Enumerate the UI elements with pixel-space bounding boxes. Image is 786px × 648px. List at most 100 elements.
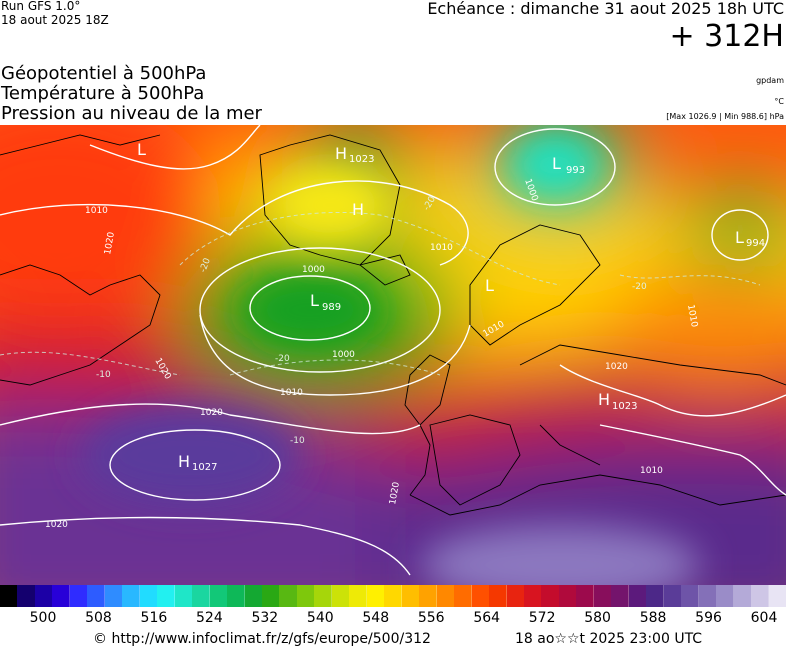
run-time: 18 aout 2025 18Z [1, 13, 109, 27]
color-scale [0, 585, 786, 607]
svg-text:H: H [598, 390, 610, 409]
scale-swatch [628, 585, 647, 607]
svg-text:-20: -20 [275, 354, 290, 364]
scale-tick-label: 532 [251, 610, 279, 626]
svg-text:993: 993 [566, 165, 585, 176]
scale-swatch [471, 585, 490, 607]
low-center-northwest: L [137, 140, 146, 159]
scale-swatch [69, 585, 88, 607]
scale-swatch [314, 585, 333, 607]
scale-swatch [192, 585, 211, 607]
svg-text:1020: 1020 [45, 520, 68, 530]
scale-swatch [768, 585, 786, 607]
scale-swatch [454, 585, 473, 607]
scale-swatch [122, 585, 141, 607]
scale-swatch [681, 585, 700, 607]
svg-text:1010: 1010 [280, 388, 303, 398]
temperature-unit: °C [774, 97, 784, 106]
geopotential-field [0, 125, 786, 585]
svg-text:H: H [335, 144, 347, 163]
svg-text:L: L [310, 291, 319, 310]
svg-text:-20: -20 [632, 282, 647, 292]
scale-swatch [401, 585, 420, 607]
scale-tick-label: 540 [306, 610, 334, 626]
svg-text:1010: 1010 [85, 206, 108, 216]
scale-swatch [262, 585, 281, 607]
scale-tick-label: 564 [473, 610, 501, 626]
low-center-scandinavia: L [485, 276, 494, 295]
svg-text:1020: 1020 [388, 481, 402, 506]
scale-swatch [558, 585, 577, 607]
svg-text:1010: 1010 [685, 304, 699, 329]
scale-swatch [17, 585, 36, 607]
scale-swatch [716, 585, 735, 607]
scale-tick-label: 604 [750, 610, 778, 626]
scale-swatch [52, 585, 71, 607]
scale-swatch [384, 585, 403, 607]
scale-swatch [489, 585, 508, 607]
svg-text:1020: 1020 [103, 231, 117, 256]
scale-swatch [541, 585, 560, 607]
lead-time: + 312H [669, 19, 785, 54]
high-center-europe: H 1023 [598, 390, 637, 412]
scale-swatch [34, 585, 53, 607]
run-label: Run GFS 1.0° [1, 0, 81, 13]
generated-time: 18 ao☆☆t 2025 23:00 UTC [515, 631, 703, 647]
svg-text:1000: 1000 [302, 265, 325, 275]
valid-time: Echéance : dimanche 31 aout 2025 18h UTC [427, 0, 784, 18]
scale-swatch [209, 585, 228, 607]
high-center-greenland-inner: H [352, 200, 364, 219]
scale-swatch [436, 585, 455, 607]
scale-swatch [0, 585, 19, 607]
scale-tick-label: 588 [639, 610, 667, 626]
scale-swatch [331, 585, 350, 607]
svg-text:L: L [552, 154, 561, 173]
isobars [0, 125, 786, 576]
svg-text:H: H [178, 452, 190, 471]
svg-text:1000: 1000 [332, 350, 355, 360]
pressure-centers: H 1023 L 993 L 994 L 989 H 1023 H 1027 L… [137, 140, 765, 473]
svg-text:-20: -20 [198, 257, 213, 274]
low-center-atlantic: L 989 [310, 291, 341, 313]
scale-swatch [139, 585, 158, 607]
geopotential-unit: gpdam [756, 76, 784, 85]
scale-swatch [698, 585, 717, 607]
isotherms [0, 212, 761, 376]
svg-text:1020: 1020 [200, 408, 223, 418]
layer-temperature: Température à 500hPa [1, 83, 205, 104]
svg-text:1020: 1020 [605, 362, 628, 372]
layer-pressure: Pression au niveau de la mer [1, 103, 262, 124]
scale-swatch [279, 585, 298, 607]
scale-swatch [593, 585, 612, 607]
source-url: © http://www.infoclimat.fr/z/gfs/europe/… [93, 631, 431, 647]
high-center-azores: H 1027 [178, 452, 217, 473]
scale-swatch [524, 585, 543, 607]
scale-tick-label: 524 [196, 610, 223, 626]
svg-text:1010: 1010 [640, 466, 663, 476]
scale-tick-label: 548 [362, 610, 390, 626]
scale-swatch [419, 585, 438, 607]
pressure-range: [Max 1026.9 | Min 988.6] hPa [666, 112, 784, 121]
scale-swatch [506, 585, 525, 607]
scale-swatch [751, 585, 770, 607]
scale-tick-label: 516 [140, 610, 168, 626]
scale-swatch [296, 585, 315, 607]
scale-tick-label: 580 [584, 610, 611, 626]
svg-text:989: 989 [322, 302, 341, 313]
weather-map: H 1023 L 993 L 994 L 989 H 1023 H 1027 L… [0, 125, 786, 585]
scale-swatch [576, 585, 595, 607]
scale-tick-label: 596 [695, 610, 722, 626]
scale-tick-label: 556 [417, 610, 445, 626]
high-center-greenland: H 1023 [335, 144, 374, 165]
scale-swatch [366, 585, 385, 607]
svg-text:1027: 1027 [192, 462, 217, 473]
layer-geopotential: Géopotentiel à 500hPa [1, 63, 207, 84]
scale-swatch [157, 585, 176, 607]
svg-text:1023: 1023 [349, 154, 374, 165]
low-center-norway: L 993 [552, 154, 585, 176]
scale-tick-label: 500 [29, 610, 57, 626]
svg-text:1023: 1023 [612, 401, 637, 412]
scale-swatch [733, 585, 752, 607]
scale-swatch [87, 585, 106, 607]
low-center-east: L 994 [735, 228, 765, 249]
